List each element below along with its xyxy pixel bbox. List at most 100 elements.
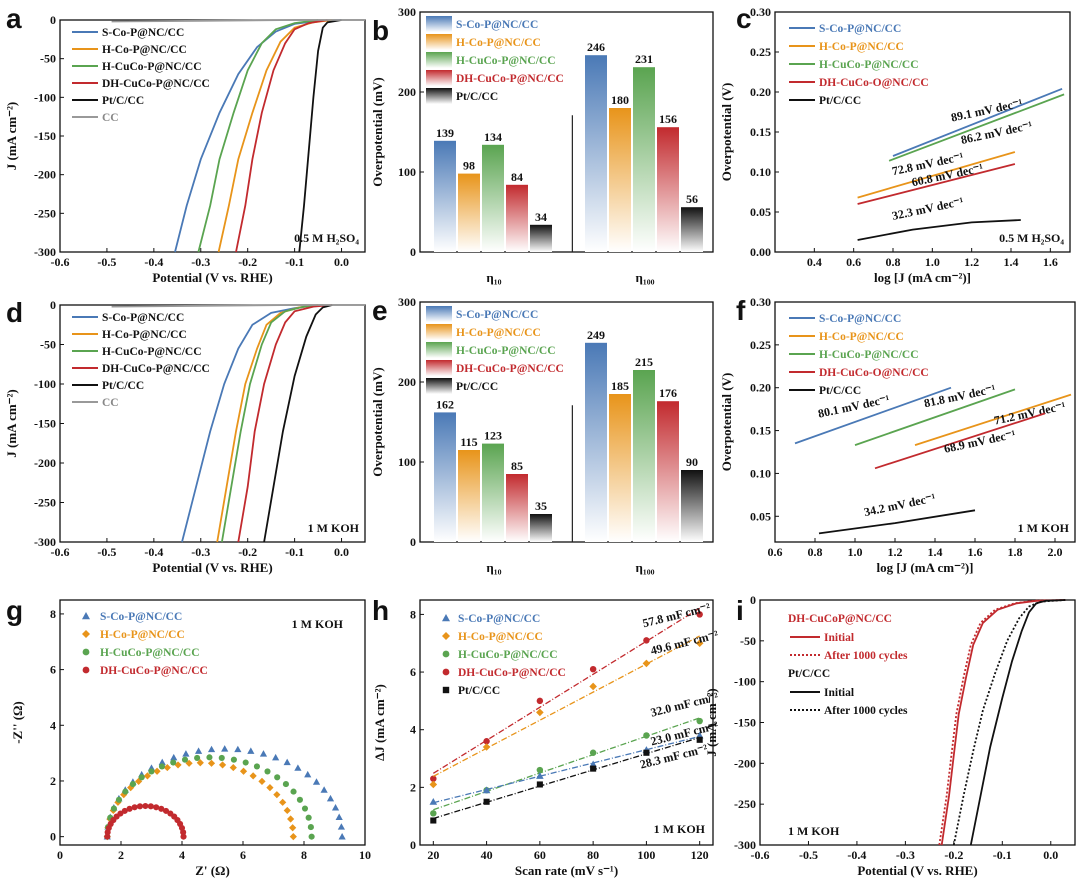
data-point <box>272 753 280 761</box>
data-point <box>218 754 225 762</box>
data-point <box>294 764 302 771</box>
x-axis-label: log [J (mA cm⁻²)] <box>874 270 971 285</box>
data-point <box>643 732 650 739</box>
x-tick-label: -0.5 <box>799 848 818 862</box>
bar-value-label: 115 <box>460 435 477 449</box>
panel-letter: h <box>372 595 389 626</box>
x-tick-label: 6 <box>240 848 246 862</box>
legend-label: S-Co-P@NC/CC <box>456 19 538 31</box>
electrolyte-label: 0.5 M H₂SO₄ <box>999 231 1064 245</box>
data-point <box>126 805 133 812</box>
y-tick-label: 0.10 <box>750 165 771 179</box>
panel-letter: d <box>6 297 23 328</box>
y-axis-label: Overpotential (V) <box>719 373 734 472</box>
plot-frame <box>419 11 714 253</box>
legend-label: H-CuCo-P@NC/CC <box>819 349 919 361</box>
bar <box>585 342 607 542</box>
y-tick-label: -200 <box>34 168 56 182</box>
bar <box>657 401 679 542</box>
legend-label: H-CuCo-P@NC/CC <box>458 649 558 661</box>
tafel-slope-label: 32.3 mV dec⁻¹ <box>891 194 965 223</box>
x-tick-label: 0.0 <box>1043 848 1058 862</box>
data-point <box>536 772 544 779</box>
legend-label: H-Co-P@NC/CC <box>102 44 187 56</box>
tafel-slope-label: 71.2 mV dec⁻¹ <box>993 399 1067 428</box>
data-point <box>242 759 249 766</box>
legend-swatch <box>426 16 452 32</box>
x-tick-label: 0.8 <box>808 545 823 559</box>
bar-value-label: 176 <box>659 386 677 400</box>
legend-swatch <box>426 342 452 358</box>
data-point <box>326 794 335 802</box>
data-point <box>180 833 187 840</box>
data-point <box>643 749 650 756</box>
data-point <box>174 761 182 769</box>
legend-label: Pt/C/CC <box>456 91 498 103</box>
y-tick-label: 0.05 <box>750 509 771 523</box>
bar-value-label: 123 <box>484 429 502 443</box>
data-point <box>247 747 255 754</box>
x-tick-label: -0.2 <box>944 848 963 862</box>
data-point <box>153 804 160 811</box>
legend-label: H-CuCo-P@NC/CC <box>456 345 556 357</box>
data-point <box>589 665 597 673</box>
data-point <box>158 758 166 766</box>
y-tick-label: -200 <box>734 756 756 770</box>
bar-value-label: 56 <box>686 192 698 206</box>
series-line <box>940 599 1066 846</box>
bar-value-label: 90 <box>686 455 698 469</box>
panel-c: c 0.4 0.6 0.8 1.0 1.2 1.4 1.6 0.00 0.05 0.10 0.15 0.… <box>719 3 1071 285</box>
data-point <box>442 614 450 622</box>
data-point <box>218 761 227 769</box>
x-tick-label: -0.1 <box>285 545 304 559</box>
data-point <box>483 798 490 805</box>
data-point <box>115 796 123 803</box>
data-point <box>194 747 203 754</box>
bar <box>609 108 631 252</box>
y-tick-label: -200 <box>34 456 56 470</box>
tafel-slope-label: 68.9 mV dec⁻¹ <box>943 427 1017 456</box>
tafel-line <box>892 87 1063 157</box>
data-point <box>82 666 90 674</box>
bar-value-label: 134 <box>484 130 502 144</box>
data-point <box>181 756 189 763</box>
x-tick-label: 60 <box>534 848 546 862</box>
panel-letter: f <box>736 295 746 326</box>
plot-frame <box>419 599 714 846</box>
data-point <box>136 803 144 810</box>
data-point <box>82 648 90 656</box>
bar <box>530 224 552 252</box>
plot-frame <box>774 301 1076 543</box>
category-label: η₁₀ <box>486 270 501 285</box>
y-tick-label: -100 <box>34 377 56 391</box>
data-point <box>170 753 178 761</box>
legend-label: S-Co-P@NC/CC <box>819 23 901 35</box>
series-line <box>938 599 1066 846</box>
x-tick-label: 40 <box>481 848 493 862</box>
y-tick-label: 2 <box>50 774 56 788</box>
data-point <box>696 736 703 743</box>
series-line <box>221 304 323 543</box>
series-line <box>174 19 342 253</box>
legend-label: H-Co-P@NC/CC <box>819 331 904 343</box>
data-point <box>320 786 328 793</box>
x-tick-label: -0.3 <box>896 848 915 862</box>
data-point <box>695 639 704 648</box>
data-point <box>82 612 90 620</box>
x-tick-label: 0.6 <box>846 255 861 269</box>
legend-label: H-CuCo-P@NC/CC <box>100 647 200 659</box>
legend-label: DH-CuCo-P@NC/CC <box>458 667 566 679</box>
data-point <box>331 804 340 811</box>
panel-g: g 0 2 4 6 8 10 0 2 4 6 8 Z' (Ω) -Z'' (Ω) S-Co-P@NC/CC H… <box>6 595 371 878</box>
data-point <box>589 749 597 756</box>
data-point <box>196 759 204 767</box>
y-axis-label: J (mA cm⁻²) <box>704 688 719 757</box>
series-line <box>969 599 1066 846</box>
x-tick-label: -0.3 <box>191 545 210 559</box>
x-tick-label: -0.6 <box>51 255 70 269</box>
legend-label: S-Co-P@NC/CC <box>100 611 182 623</box>
x-tick-label: 0 <box>57 848 63 862</box>
x-tick-label: 0.6 <box>768 545 783 559</box>
legend-label: Pt/C/CC <box>102 380 144 392</box>
data-point <box>127 784 135 792</box>
